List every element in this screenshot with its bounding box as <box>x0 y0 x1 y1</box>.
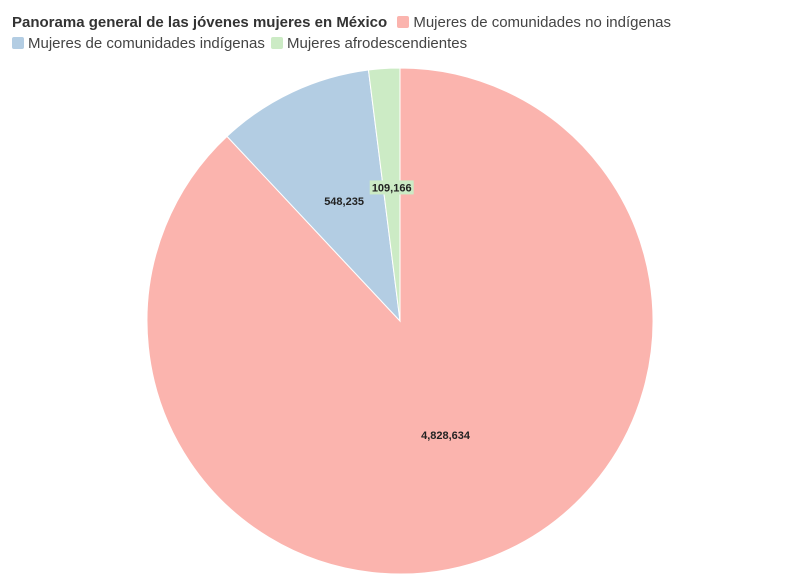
pie-slice-indigenas[interactable] <box>226 69 401 323</box>
data-label-indigenas: 548,235 <box>324 196 364 208</box>
legend-label-no-indigenas: Mujeres de comunidades no indígenas <box>413 14 672 31</box>
legend-swatch-afrodescendientes <box>271 37 283 49</box>
legend-swatch-no-indigenas <box>397 16 410 28</box>
legend-label-indigenas: Mujeres de comunidades indígenas <box>28 35 265 52</box>
data-label-bg-afrodescendientes <box>369 180 414 195</box>
data-label-no-indigenas: 4,828,634 <box>421 430 471 442</box>
legend-label-afrodescendientes: Mujeres afrodescendientes <box>287 35 468 52</box>
data-label-afrodescendientes: 109,166 <box>372 182 412 194</box>
chart-legend: Panorama general de las jóvenes mujeres … <box>12 12 792 54</box>
legend-swatch-indigenas <box>12 37 24 49</box>
pie-slice-afrodescendientes[interactable] <box>367 67 401 322</box>
legend-item-no-indigenas[interactable]: Mujeres de comunidades no indígenas <box>397 12 671 33</box>
legend-item-afrodescendientes[interactable]: Mujeres afrodescendientes <box>271 33 467 54</box>
legend-item-indigenas[interactable]: Mujeres de comunidades indígenas <box>12 33 265 54</box>
chart-title: Panorama general de las jóvenes mujeres … <box>12 14 388 31</box>
